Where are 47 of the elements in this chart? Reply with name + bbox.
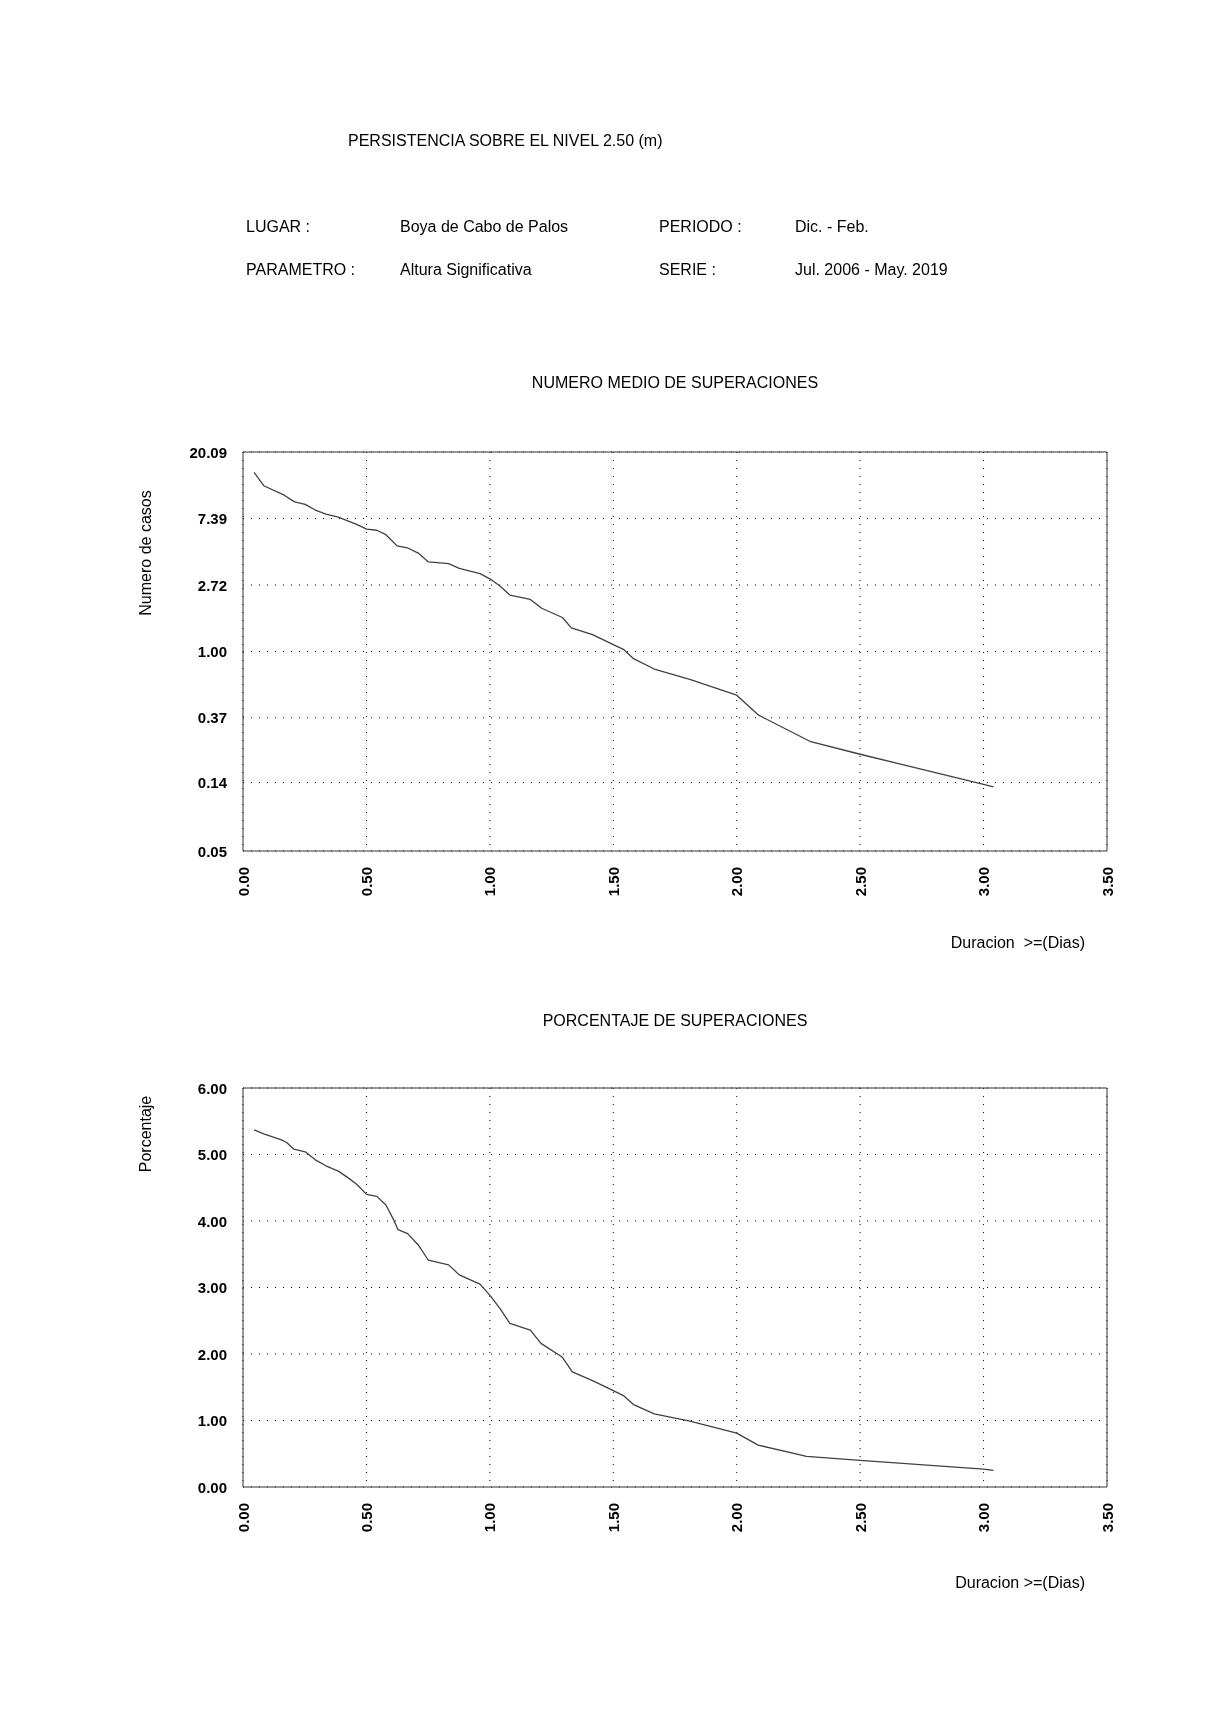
- text: PERIODO :: [659, 218, 742, 236]
- y-tick-label: 20.09: [189, 443, 227, 461]
- y-tick-label: 2.72: [197, 576, 227, 594]
- text: LUGAR :: [246, 218, 311, 236]
- chart-title: NUMERO MEDIO DE SUPERACIONES: [530, 374, 820, 392]
- y-tick-label: 4.00: [197, 1212, 227, 1230]
- x-tick-label: 2.00: [728, 1503, 746, 1533]
- y-tick-label: 2.00: [197, 1345, 227, 1363]
- y-tick-label: 0.05: [197, 842, 227, 860]
- x-axis-title: Duracion >=(Dias): [954, 1574, 1085, 1592]
- text: Jul. 2006 - May. 2019: [795, 261, 948, 279]
- y-tick-label: 6.00: [197, 1079, 227, 1097]
- y-tick-label: 0.14: [197, 773, 228, 791]
- text: Dic. - Feb.: [795, 218, 869, 236]
- line-series: [253, 1129, 995, 1472]
- y-tick-label: 1.00: [197, 643, 227, 661]
- y-tick-label: 1.00: [197, 1412, 227, 1429]
- y-axis-title: Numero de casos: [137, 490, 155, 616]
- x-tick-label: 1.00: [481, 1503, 499, 1533]
- x-tick-label: 1.00: [481, 867, 499, 897]
- y-axis-title: Porcentaje: [137, 1095, 155, 1173]
- x-tick-label: 0.50: [357, 1503, 375, 1533]
- y-tick-label: 5.00: [197, 1146, 227, 1163]
- x-axis-title: Duracion >=(Dias): [949, 934, 1085, 952]
- text: Altura Significativa: [400, 261, 532, 279]
- x-tick-label: 0.50: [357, 867, 375, 897]
- text: SERIE :: [659, 261, 716, 279]
- x-tick-label: 1.50: [604, 1503, 622, 1533]
- x-tick-label: 3.50: [1098, 1503, 1116, 1533]
- text: Boya de Cabo de Palos: [400, 218, 569, 236]
- x-tick-label: 3.50: [1098, 867, 1116, 897]
- y-tick-label: 3.00: [197, 1279, 227, 1296]
- x-tick-label: 2.50: [851, 867, 869, 897]
- text: PARAMETRO :: [246, 261, 356, 279]
- x-tick-label: 3.00: [975, 1503, 993, 1533]
- y-tick-label: 0.37: [197, 709, 227, 727]
- y-tick-label: 7.39: [197, 510, 227, 528]
- x-tick-label: 0.00: [234, 1503, 252, 1533]
- line-series: [253, 471, 995, 788]
- x-tick-label: 2.50: [851, 1503, 869, 1533]
- x-tick-label: 0.00: [234, 867, 252, 897]
- x-tick-label: 2.00: [728, 867, 746, 897]
- chart-title: PORCENTAJE DE SUPERACIONES: [541, 1012, 809, 1030]
- y-tick-label: 0.00: [197, 1478, 227, 1496]
- x-tick-label: 3.00: [975, 867, 993, 897]
- x-tick-label: 1.50: [604, 867, 622, 897]
- text: PERSISTENCIA SOBRE EL NIVEL 2.50 (m): [348, 132, 663, 150]
